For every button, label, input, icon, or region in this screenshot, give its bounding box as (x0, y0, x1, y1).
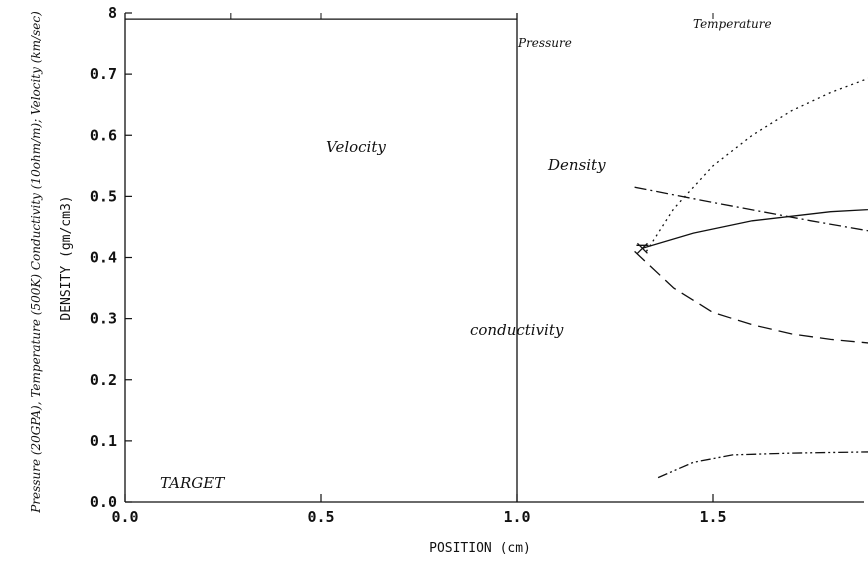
target-region (125, 13, 518, 502)
series-temperature-line (657, 451, 868, 479)
velocity-label: Velocity (326, 138, 386, 156)
axis-ticks: 0.00.51.01.52.02.53.03.50.00.10.20.30.40… (90, 4, 727, 526)
series-conductivity-line (634, 250, 868, 344)
y-tick-label: 0.3 (90, 310, 117, 328)
x-axis-title: POSITION (cm) (429, 541, 531, 556)
conductivity-label: conductivity (470, 321, 564, 339)
plot-frame (124, 13, 864, 503)
y-tick-label: 0.4 (90, 249, 117, 267)
y-tick-label: 0.6 (90, 126, 117, 144)
y-tick-label: 0.2 (90, 371, 117, 389)
marker-layer (636, 242, 649, 254)
density-label: Density (547, 156, 606, 174)
y-axis-handwritten-title: Pressure (20GPA), Temperature (500K) Con… (29, 11, 43, 514)
series-velocity-line (634, 186, 868, 232)
x-tick-label: 0.5 (307, 508, 334, 526)
pressure-label: Pressure (517, 36, 572, 50)
y-axis-title: DENSITY (gm/cm3) (59, 195, 74, 320)
series-density-line (642, 208, 868, 249)
temperature-label: Temperature (693, 17, 772, 31)
y-tick-label: 0.0 (90, 493, 117, 511)
y-tick-label: 0.1 (90, 432, 117, 450)
x-tick-label: 1.0 (503, 508, 530, 526)
series-layer (634, 77, 868, 479)
y-tick-label: 8 (108, 4, 117, 22)
start-marker (636, 242, 649, 254)
y-tick-label: 0.5 (90, 187, 117, 205)
target-label: TARGET (160, 474, 225, 492)
x-tick-label: 1.5 (699, 508, 726, 526)
x-tick-label: 0.0 (111, 508, 138, 526)
series-pressure-line (645, 77, 868, 252)
y-tick-label: 0.7 (90, 65, 117, 83)
